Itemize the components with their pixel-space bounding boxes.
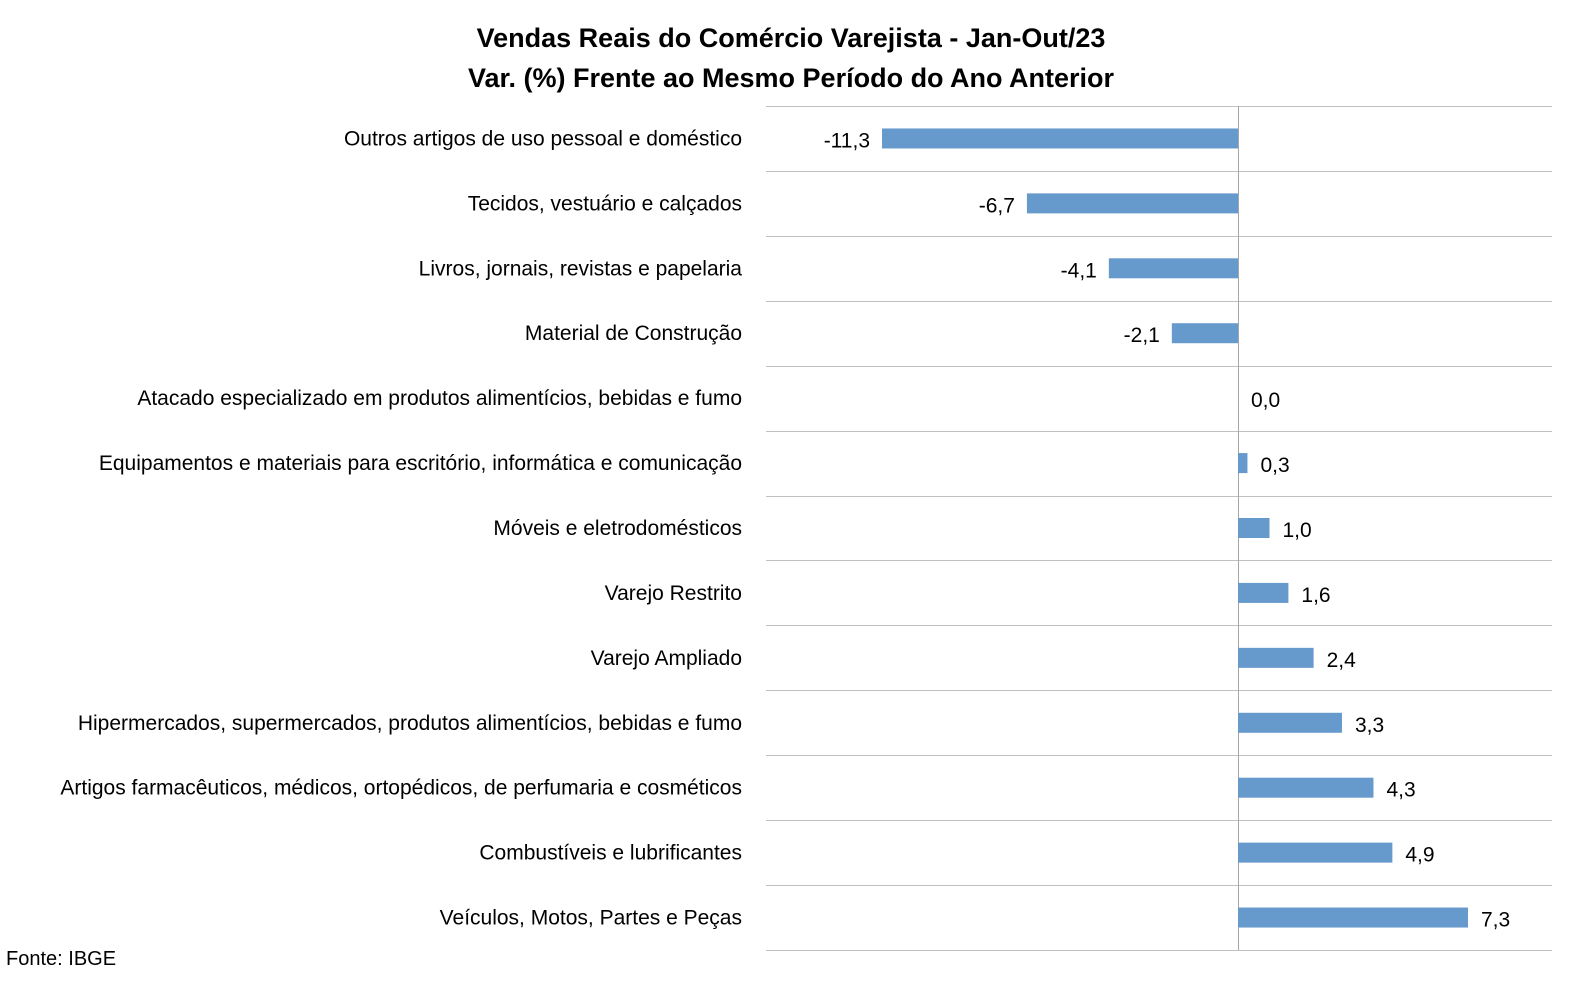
data-label: -2,1	[1124, 324, 1160, 347]
category-labels: Outros artigos de uso pessoal e doméstic…	[60, 127, 742, 929]
gridlines	[766, 106, 1552, 951]
bar	[1238, 453, 1248, 474]
bar	[1238, 777, 1374, 798]
category-label: Atacado especializado em produtos alimen…	[137, 387, 742, 410]
category-label: Tecidos, vestuário e calçados	[468, 192, 742, 215]
data-label: -4,1	[1061, 259, 1097, 282]
category-label: Outros artigos de uso pessoal e doméstic…	[344, 127, 742, 150]
bars	[882, 128, 1468, 928]
category-label: Combustíveis e lubrificantes	[479, 842, 742, 865]
data-label: 2,4	[1327, 649, 1357, 672]
category-label: Varejo Ampliado	[591, 647, 742, 670]
data-label: -6,7	[979, 194, 1015, 217]
data-label: 1,0	[1283, 519, 1312, 542]
bar	[882, 128, 1238, 149]
bar	[1238, 518, 1270, 538]
data-labels: -11,3 -6,7 -4,1 -2,1 0,0 0,3 1,0 1,6 2,4 3,3 4,3 4,…	[824, 129, 1510, 931]
data-label: 4,3	[1386, 779, 1415, 802]
category-label: Veículos, Motos, Partes e Peças	[440, 907, 742, 930]
category-label: Hipermercados, supermercados, produtos a…	[78, 712, 742, 735]
category-label: Artigos farmacêuticos, médicos, ortopédi…	[60, 777, 742, 800]
category-label: Material de Construção	[525, 322, 742, 345]
source-note: Fonte: IBGE	[6, 948, 117, 970]
bar	[1238, 582, 1289, 603]
category-label: Equipamentos e materiais para escritório…	[99, 452, 742, 475]
category-label: Móveis e eletrodomésticos	[493, 517, 742, 540]
data-label: 1,6	[1301, 584, 1330, 607]
bar	[1238, 907, 1468, 928]
bar	[1171, 323, 1238, 344]
category-label: Livros, jornais, revistas e papelaria	[419, 257, 743, 280]
data-label: 4,9	[1405, 844, 1434, 867]
chart-subtitle: Var. (%) Frente ao Mesmo Período do Ano …	[467, 63, 1115, 93]
data-label: 0,0	[1251, 389, 1280, 412]
bar	[1238, 647, 1314, 668]
bar	[1238, 712, 1342, 733]
category-label: Varejo Restrito	[605, 582, 742, 605]
data-label: 0,3	[1260, 454, 1289, 477]
data-label: 3,3	[1355, 714, 1384, 737]
data-label: -11,3	[824, 129, 870, 152]
bar	[1238, 842, 1393, 863]
bar	[1026, 193, 1238, 214]
chart-title: Vendas Reais do Comércio Varejista - Jan…	[476, 23, 1106, 53]
bar	[1108, 258, 1238, 279]
data-label: 7,3	[1481, 909, 1510, 932]
